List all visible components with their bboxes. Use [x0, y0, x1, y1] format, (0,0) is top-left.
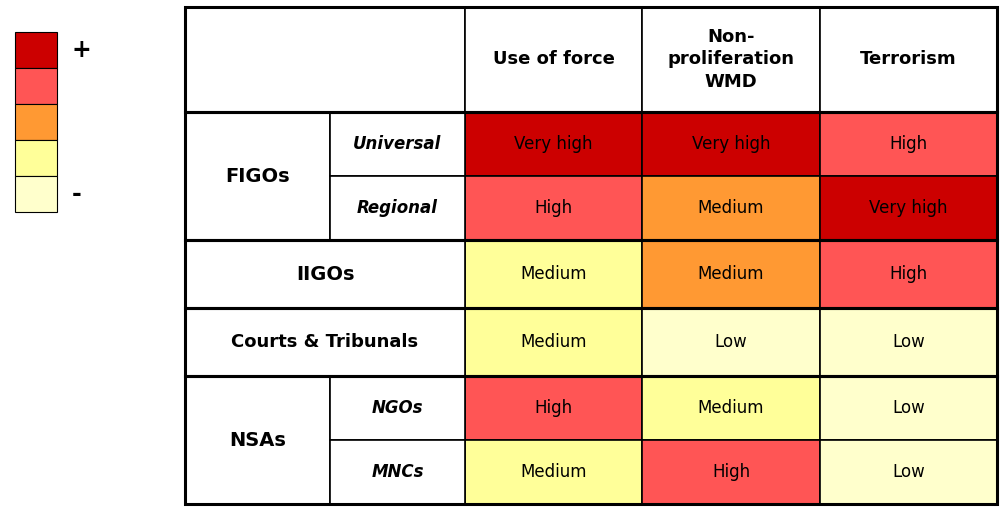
Text: Very high: Very high [869, 199, 948, 217]
Bar [642, 7, 820, 112]
Bar [185, 112, 997, 240]
Bar [820, 176, 997, 240]
Bar [185, 112, 330, 240]
Text: NSAs: NSAs [229, 431, 286, 449]
Text: Medium: Medium [520, 333, 587, 351]
Bar [642, 308, 820, 376]
Text: NGOs: NGOs [372, 399, 423, 417]
Bar [15, 32, 57, 68]
Text: Medium: Medium [698, 265, 764, 283]
Bar [820, 440, 997, 504]
Text: Use of force: Use of force [493, 51, 615, 68]
Text: Non-
proliferation
WMD: Non- proliferation WMD [668, 28, 794, 90]
Bar [15, 140, 57, 176]
Text: Universal: Universal [353, 135, 442, 153]
Bar [185, 7, 997, 112]
Bar [820, 308, 997, 376]
Text: Medium: Medium [698, 199, 764, 217]
Text: High: High [889, 135, 927, 153]
Bar [465, 240, 642, 308]
Text: Courts & Tribunals: Courts & Tribunals [231, 333, 419, 351]
Bar [185, 7, 465, 112]
Text: Low: Low [892, 399, 925, 417]
Bar [465, 7, 642, 112]
Bar [642, 112, 820, 176]
Text: Low: Low [715, 333, 747, 351]
Text: Low: Low [892, 333, 925, 351]
Text: Medium: Medium [520, 265, 587, 283]
Bar [820, 376, 997, 440]
Bar [330, 376, 465, 440]
Bar [820, 7, 997, 112]
Text: High: High [889, 265, 927, 283]
Bar [15, 104, 57, 140]
Bar [15, 176, 57, 212]
Bar [642, 240, 820, 308]
Bar [330, 112, 465, 176]
Text: +: + [72, 38, 92, 62]
Bar [465, 176, 642, 240]
Text: IIGOs: IIGOs [296, 265, 354, 283]
Bar [465, 376, 642, 440]
Bar [465, 440, 642, 504]
Text: FIGOs: FIGOs [225, 166, 290, 186]
Bar [642, 176, 820, 240]
Text: -: - [72, 182, 82, 206]
Text: Regional: Regional [357, 199, 438, 217]
Bar [185, 376, 330, 504]
Text: High: High [535, 399, 573, 417]
Bar [642, 440, 820, 504]
Text: High: High [535, 199, 573, 217]
Text: Very high: Very high [692, 135, 770, 153]
Text: Very high: Very high [514, 135, 593, 153]
Text: Low: Low [892, 463, 925, 481]
Bar [465, 308, 642, 376]
Bar [185, 240, 997, 308]
Bar [185, 308, 997, 376]
Text: MNCs: MNCs [371, 463, 424, 481]
Bar [185, 308, 465, 376]
Text: High: High [712, 463, 750, 481]
Text: Medium: Medium [698, 399, 764, 417]
Bar [185, 240, 465, 308]
Bar [15, 68, 57, 104]
Bar [185, 376, 997, 504]
Text: Terrorism: Terrorism [860, 51, 957, 68]
Bar [465, 112, 642, 176]
Bar [820, 112, 997, 176]
Bar [330, 176, 465, 240]
Text: Medium: Medium [520, 463, 587, 481]
Bar [820, 240, 997, 308]
Bar [330, 440, 465, 504]
Bar [642, 376, 820, 440]
